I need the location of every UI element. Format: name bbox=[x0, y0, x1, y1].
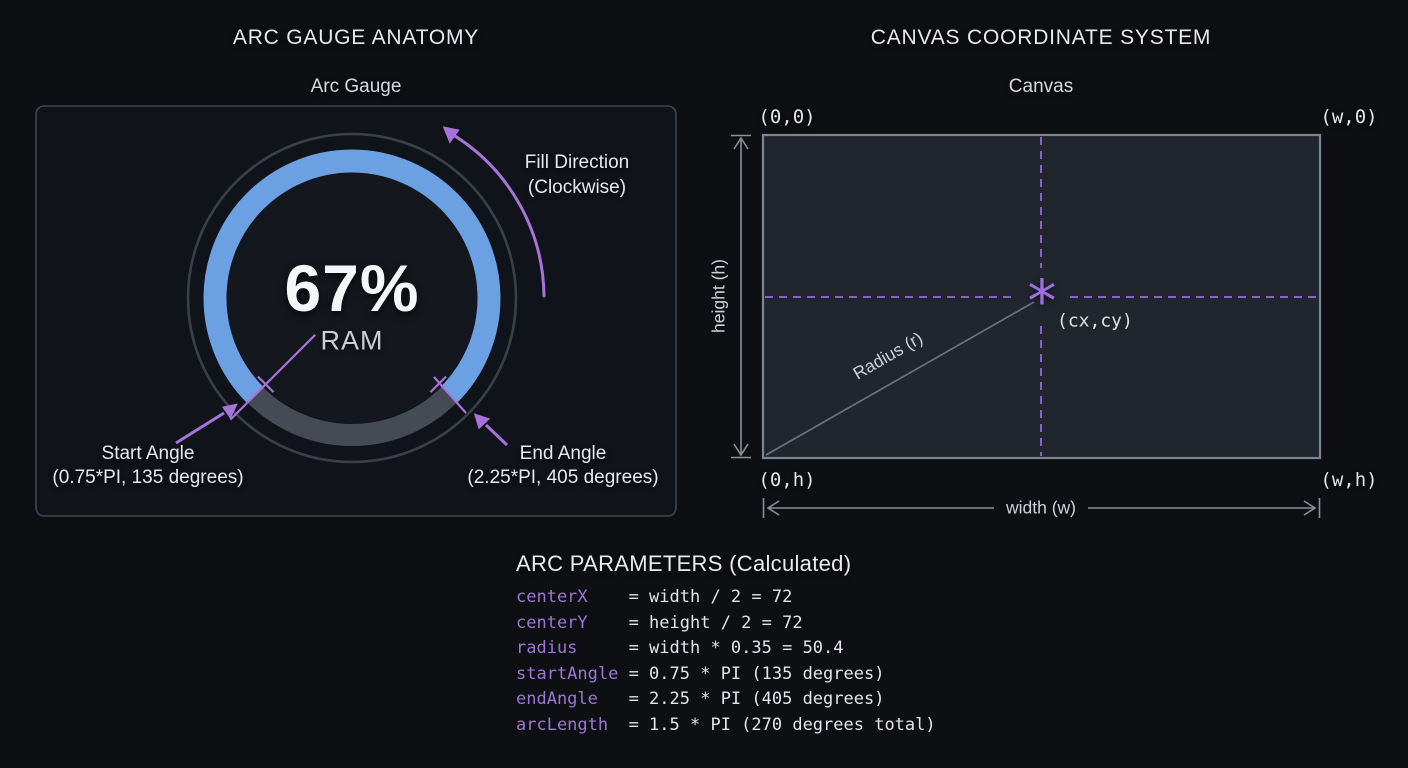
end-angle-arrowhead bbox=[473, 413, 491, 430]
start-angle-line bbox=[229, 334, 316, 421]
param-line-radius: radius = width * 0.35 = 50.4 bbox=[516, 638, 844, 658]
start-angle-label-line1: Start Angle bbox=[101, 443, 195, 464]
gauge-metric-label: RAM bbox=[320, 325, 384, 356]
gauge-arrowheads bbox=[222, 126, 491, 430]
start-angle-tick bbox=[257, 375, 275, 393]
height-dim-arrow-bottom bbox=[733, 443, 749, 457]
param-key: radius bbox=[516, 638, 578, 658]
param-value: = height / 2 = 72 bbox=[628, 612, 803, 633]
start-angle-label-line2: (0.75*PI, 135 degrees) bbox=[52, 467, 244, 488]
param-key: centerY bbox=[516, 612, 588, 633]
right-panel-subtitle: Canvas bbox=[1008, 76, 1074, 97]
end-angle-label-line2: (2.25*PI, 405 degrees) bbox=[467, 467, 659, 488]
right-panel-title: CANVAS COORDINATE SYSTEM bbox=[870, 26, 1212, 49]
canvas-diagram bbox=[731, 133, 1322, 518]
gauge-value: 67% bbox=[284, 251, 420, 325]
param-key: endAngle bbox=[516, 689, 598, 709]
end-angle-label-line1: End Angle bbox=[519, 443, 607, 464]
end-angle-arrow-shaft bbox=[484, 423, 509, 447]
fill-direction-label-line2: (Clockwise) bbox=[527, 177, 627, 198]
param-key: arcLength bbox=[516, 714, 609, 735]
corner-label-bottom-right: (w,h) bbox=[1320, 469, 1378, 491]
center-asterisk-marker: * bbox=[1024, 267, 1060, 335]
fill-direction-arrowhead bbox=[442, 126, 460, 144]
param-value: = width / 2 = 72 bbox=[628, 587, 793, 607]
gauge-fill-arc bbox=[203, 149, 501, 403]
param-key: startAngle bbox=[516, 663, 619, 684]
corner-label-bottom-left: (0,h) bbox=[758, 469, 816, 491]
gauge-annotations bbox=[175, 133, 546, 447]
fill-direction-label-line1: Fill Direction bbox=[524, 152, 630, 173]
param-value: = 2.25 * PI (405 degrees) bbox=[628, 689, 885, 709]
corner-label-origin: (0,0) bbox=[758, 106, 816, 128]
width-dim-arrow-right bbox=[1303, 500, 1317, 516]
fill-direction-arc bbox=[452, 133, 546, 298]
width-label: width (w) bbox=[993, 497, 1089, 519]
corner-label-top-right: (w,0) bbox=[1320, 106, 1378, 128]
height-dim-arrow-top bbox=[733, 136, 749, 150]
radius-line bbox=[765, 301, 1035, 456]
start-angle-arrowhead bbox=[222, 403, 238, 420]
param-line-arcLength: arcLength = 1.5 * PI (270 degrees total) bbox=[516, 715, 936, 735]
param-line-centerX: centerX = width / 2 = 72 bbox=[516, 587, 792, 607]
param-line-endAngle: endAngle = 2.25 * PI (405 degrees) bbox=[516, 689, 884, 709]
param-value: = 1.5 * PI (270 degrees total) bbox=[628, 714, 936, 735]
start-angle-arrow-shaft bbox=[175, 411, 225, 445]
left-panel-subtitle: Arc Gauge bbox=[310, 76, 402, 97]
param-value: = 0.75 * PI (135 degrees) bbox=[628, 663, 885, 684]
gauge-outer-ring bbox=[186, 132, 518, 464]
parameters-title: ARC PARAMETERS (Calculated) bbox=[516, 551, 852, 576]
end-angle-tick bbox=[429, 375, 447, 393]
center-dashed-lines bbox=[765, 137, 1318, 456]
height-label: height (h) bbox=[708, 259, 729, 333]
gauge-track-arc bbox=[247, 386, 457, 446]
center-coords-label: (cx,cy) bbox=[1057, 310, 1133, 332]
left-panel-title: ARC GAUGE ANATOMY bbox=[232, 26, 480, 49]
width-dim-arrow-left bbox=[766, 500, 780, 516]
param-value: = width * 0.35 = 50.4 bbox=[628, 638, 844, 658]
param-line-centerY: centerY = height / 2 = 72 bbox=[516, 613, 803, 633]
param-key: centerX bbox=[516, 587, 588, 607]
param-line-startAngle: startAngle = 0.75 * PI (135 degrees) bbox=[516, 664, 884, 684]
